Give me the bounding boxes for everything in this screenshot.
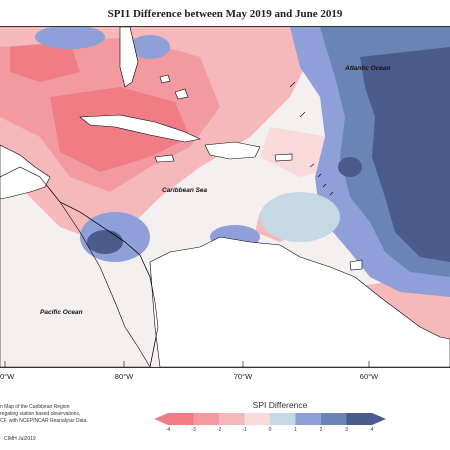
land-jamaica [154,154,175,163]
legend-title: SPI Difference [252,400,308,410]
legend-tick-label: 2 [319,427,323,433]
land-bahamas-2 [174,88,189,100]
dry-zone-top [10,42,80,82]
legend-tick-label: 0 [268,427,272,433]
wet-zone-top-left [35,27,105,49]
legend-tick-label: -1 [242,427,247,433]
land-cuba [79,114,201,143]
footnote-line-1: n Map of the Caribbean Region [0,404,70,410]
longitude-label-60w: 60°W [359,372,379,381]
legend-tick-label: -2 [216,427,222,433]
legend-segment [270,413,296,425]
map-title: SPI1 Difference between May 2019 and Jun… [107,8,343,20]
wet-zone-darien-core [87,230,123,254]
footnote-line-3: CF, with NCEP/NCAR Reanalysis Data. [0,418,88,424]
pacific-ocean-label: Pacific Ocean [40,309,83,316]
legend-segment [295,413,321,425]
wet-zone-cuba-north [130,35,170,59]
legend-segment [244,413,270,425]
land-mexico [0,144,51,200]
land-hispaniola [204,141,261,160]
wet-zone-transition [260,192,340,242]
footnote-line-2: regating station based observations, [0,411,81,417]
longitude-label-90w: 90°W [0,372,15,381]
coastline-details [0,81,334,367]
legend-segment [168,413,194,425]
legend-tick-label: 3 [345,427,348,433]
legend-colorbar [154,413,386,425]
longitude-label-70w: 70°W [233,372,253,381]
legend-segment [321,413,347,425]
wet-anomaly-zones [35,27,450,297]
caribbean-sea-label: Caribbean Sea [162,187,208,194]
longitude-label-80w: 80°W [114,372,134,381]
legend-tick-label: 1 [294,427,297,433]
atlantic-ocean-label: Atlantic Ocean [345,65,391,72]
map-canvas [0,27,450,367]
legend-arrow-right [372,413,386,425]
legend-tick-label: -4 [165,427,171,433]
legend-segment [346,413,372,425]
land-puerto-rico [274,153,293,162]
legend-arrow-left [154,413,168,425]
legend-segment [219,413,245,425]
dry-zone-central [50,87,190,172]
spi-difference-map: Atlantic Ocean Caribbean Sea Pacific Oce… [0,26,450,368]
legend-tick-label: -3 [191,427,196,433]
footnote-credit: CIMH Jul2019 [4,436,36,442]
land-trinidad [349,259,363,271]
legend-tick-label: 4 [370,427,374,433]
legend-segment [193,413,219,425]
wet-zone-atlantic-core [360,47,450,262]
wet-zone-windward [338,157,362,177]
land-florida [119,27,139,88]
land-bahamas-1 [159,74,171,84]
land-south-america [149,236,450,367]
longitude-ticks [4,361,370,367]
